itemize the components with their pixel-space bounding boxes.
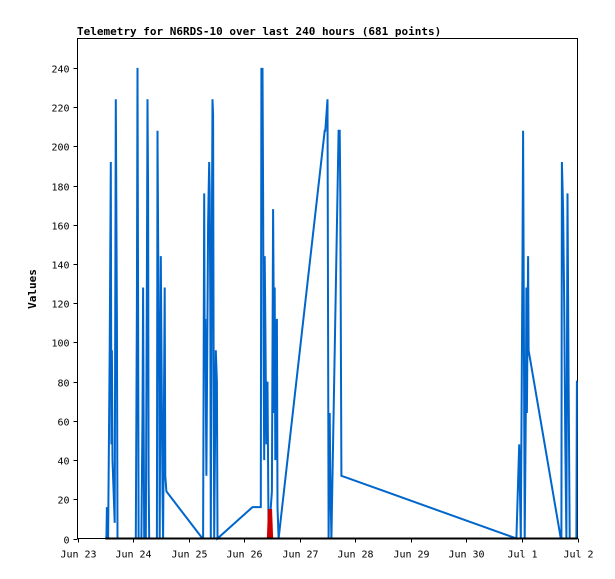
y-tick-label: 80 <box>57 379 69 390</box>
y-tick-label: 120 <box>51 300 69 311</box>
x-tick-label: Jun 24 <box>115 550 151 561</box>
y-tick-label: 40 <box>57 457 69 468</box>
x-tick-label: Jun 30 <box>448 550 484 561</box>
y-tick-label: 60 <box>57 418 69 429</box>
series-line-1 <box>105 67 578 541</box>
x-tick-label: Jun 28 <box>337 550 373 561</box>
x-tick-label: Jun 27 <box>282 550 318 561</box>
x-tick-label: Jul 2 <box>563 550 593 561</box>
y-tick-label: 240 <box>51 65 69 76</box>
y-tick-label: 0 <box>63 536 69 547</box>
y-axis-label: Values <box>26 269 39 309</box>
y-axis: 0 20 40 60 80 100 120 140 160 180 200 220 240 <box>51 65 78 547</box>
y-tick-label: 140 <box>51 261 69 272</box>
y-tick-label: 200 <box>51 143 69 154</box>
x-tick-label: Jun 23 <box>60 550 96 561</box>
x-axis: Jun 23 Jun 24 Jun 25 Jun 26 Jun 27 Jun 28 Jun … <box>60 538 594 561</box>
series-layer <box>105 67 578 541</box>
x-tick-label: Jun 25 <box>171 550 207 561</box>
y-tick-label: 220 <box>51 104 69 115</box>
y-tick-label: 20 <box>57 496 69 507</box>
y-tick-label: 160 <box>51 222 69 233</box>
chart-title: Telemetry for N6RDS-10 over last 240 hou… <box>77 25 441 38</box>
x-tick-label: Jun 29 <box>393 550 429 561</box>
y-tick-label: 100 <box>51 339 69 350</box>
series-line-2 <box>266 509 274 539</box>
x-tick-label: Jun 26 <box>226 550 262 561</box>
y-tick-label: 180 <box>51 183 69 194</box>
x-tick-label: Jul 1 <box>507 550 537 561</box>
